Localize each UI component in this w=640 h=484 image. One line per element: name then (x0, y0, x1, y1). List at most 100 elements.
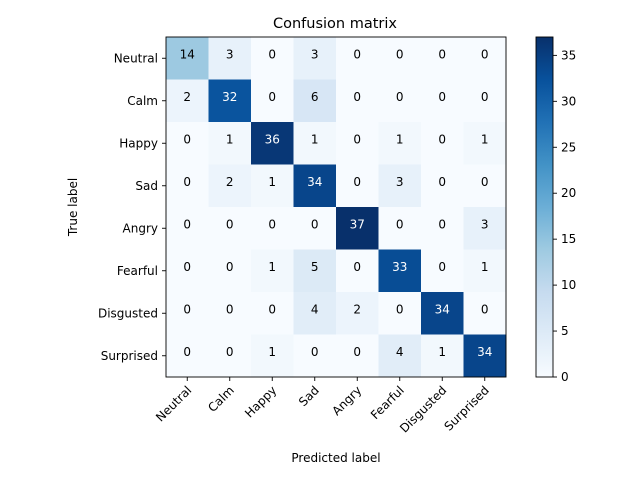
heatmap-cell (336, 249, 379, 293)
cell-value-label: 0 (481, 47, 489, 61)
cell-value-label: 0 (311, 217, 319, 231)
cell-value-label: 0 (396, 302, 404, 316)
cell-value-label: 37 (350, 217, 365, 231)
cell-value-label: 0 (353, 132, 361, 146)
cell-value-label: 1 (226, 132, 234, 146)
heatmap-cell (166, 207, 209, 250)
y-tick-label: Neutral (114, 51, 158, 65)
heatmap-cell (378, 122, 422, 165)
heatmap-cell (208, 207, 252, 250)
colorbar-tick-label: 20 (561, 186, 576, 200)
cell-value-label: 0 (268, 217, 276, 231)
y-tick-label: Sad (135, 179, 158, 193)
cell-value-label: 0 (353, 175, 361, 189)
heatmap-cell (208, 122, 252, 165)
heatmap-cell (208, 334, 252, 378)
cell-value-label: 1 (268, 260, 276, 274)
heatmap-cell (293, 207, 337, 250)
x-axis-label: Predicted label (291, 451, 380, 465)
cell-value-label: 1 (481, 260, 489, 274)
heatmap-cell (463, 207, 507, 250)
heatmap-cell (251, 164, 294, 208)
heatmap-cell (463, 334, 507, 378)
heatmap-cell (251, 37, 294, 80)
heatmap-cell (251, 79, 294, 123)
heatmap-cell (463, 249, 507, 293)
cell-value-label: 0 (183, 345, 191, 359)
cell-value-label: 0 (268, 302, 276, 316)
y-tick-label: Fearful (117, 264, 158, 278)
heatmap-cell (378, 164, 422, 208)
cell-value-label: 0 (438, 132, 446, 146)
heatmap-cell (293, 79, 337, 123)
cell-value-label: 34 (435, 302, 450, 316)
y-axis: Neutral Calm Happy Sad Angry Fearful Disgusted… (98, 51, 166, 363)
cell-value-label: 0 (183, 217, 191, 231)
cell-value-label: 0 (183, 132, 191, 146)
heatmap-cells (166, 37, 507, 378)
cell-value-label: 0 (438, 90, 446, 104)
heatmap-cell (421, 292, 464, 335)
heatmap-cell (208, 164, 252, 208)
colorbar (535, 36, 554, 378)
cell-value-label: 0 (481, 175, 489, 189)
colorbar-tick-label: 0 (561, 370, 569, 384)
cell-value-label: 4 (311, 302, 319, 316)
heatmap-cell (336, 37, 379, 80)
cell-value-label: 0 (353, 260, 361, 274)
heatmap-cell (251, 207, 294, 250)
cell-value-label: 3 (311, 47, 319, 61)
heatmap-cell (208, 292, 252, 335)
heatmap-cell (336, 122, 379, 165)
heatmap-cell (293, 334, 337, 378)
heatmap-cell-labels: 14 3 0 3 0 0 0 02 32 0 6 0 0 0 00 1 36 1 0 1 0 10 2 1 34 0 3 0 00 0 0 0… (180, 47, 493, 359)
cell-value-label: 0 (226, 302, 234, 316)
colorbar-tick-label: 5 (561, 324, 569, 338)
heatmap-cell (378, 79, 422, 123)
cell-value-label: 0 (481, 90, 489, 104)
cell-value-label: 34 (477, 345, 492, 359)
cell-value-label: 2 (226, 175, 234, 189)
cell-value-label: 33 (392, 260, 407, 274)
cell-value-label: 0 (226, 345, 234, 359)
heatmap-cell (463, 122, 507, 165)
cell-value-label: 32 (222, 90, 237, 104)
cell-value-label: 0 (353, 345, 361, 359)
heatmap-cell (421, 122, 464, 165)
y-tick-label: Calm (127, 94, 158, 108)
heatmap-cell (378, 207, 422, 250)
cell-value-label: 6 (311, 90, 319, 104)
cell-value-label: 0 (438, 217, 446, 231)
heatmap-cell (293, 292, 337, 335)
heatmap-cell (166, 79, 209, 123)
heatmap-cell (166, 292, 209, 335)
colorbar-tick-label: 35 (561, 48, 576, 62)
heatmap-cell (251, 122, 294, 165)
heatmap-cell (463, 292, 507, 335)
heatmap-cell (463, 164, 507, 208)
heatmap-cell (166, 164, 209, 208)
y-tick-label: Surprised (101, 349, 158, 363)
heatmap-cell (293, 164, 337, 208)
heatmap-cell (251, 292, 294, 335)
cell-value-label: 0 (396, 47, 404, 61)
cell-value-label: 0 (438, 260, 446, 274)
cell-value-label: 0 (268, 47, 276, 61)
heatmap-cell (208, 249, 252, 293)
cell-value-label: 1 (311, 132, 319, 146)
cell-value-label: 3 (226, 47, 234, 61)
heatmap-cell (463, 37, 507, 80)
heatmap-cell (251, 334, 294, 378)
colorbar-tick-label: 30 (561, 94, 576, 108)
cell-value-label: 5 (311, 260, 319, 274)
heatmap-cell (378, 292, 422, 335)
heatmap-cell (166, 334, 209, 378)
cell-value-label: 0 (353, 47, 361, 61)
heatmap-cell (336, 207, 379, 250)
y-tick-label: Angry (123, 221, 158, 235)
cell-value-label: 4 (396, 345, 404, 359)
cell-value-label: 2 (183, 90, 191, 104)
chart-title: Confusion matrix (273, 16, 397, 32)
heatmap-cell (421, 207, 464, 250)
heatmap-cell (336, 334, 379, 378)
